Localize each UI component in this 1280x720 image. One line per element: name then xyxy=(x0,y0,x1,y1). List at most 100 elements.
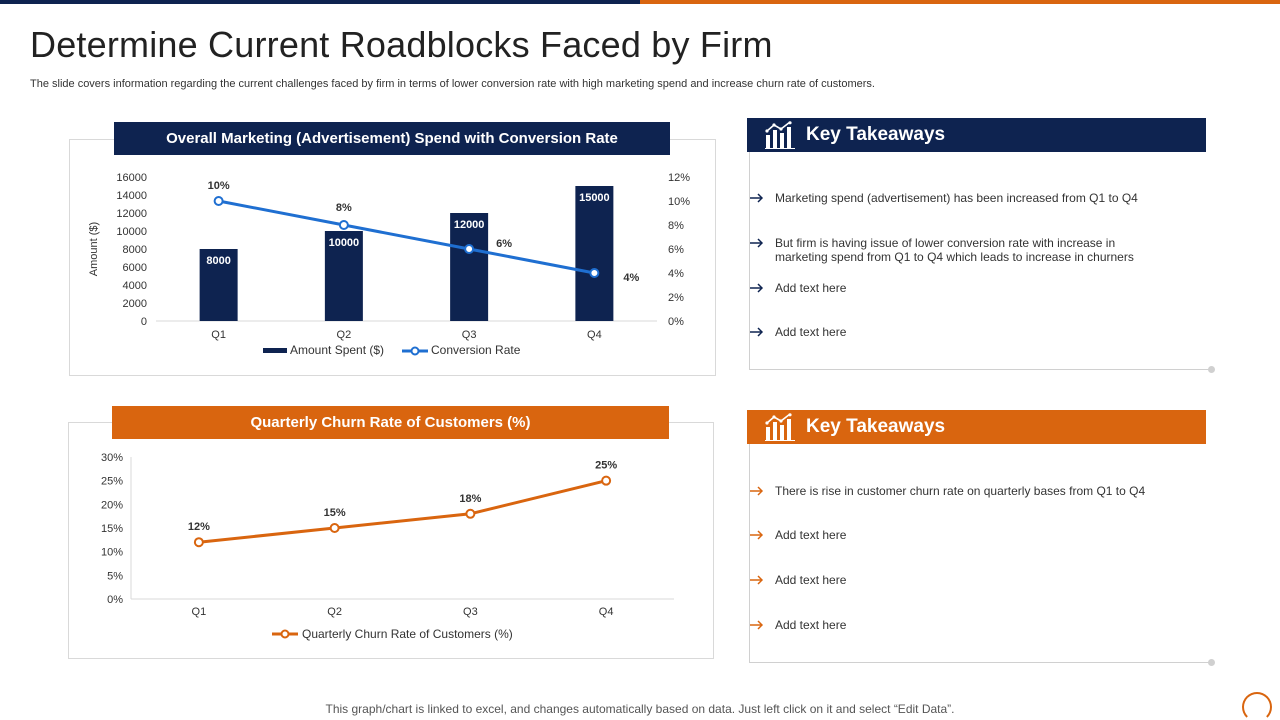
x-tick-label: Q2 xyxy=(327,606,342,618)
y-tick-label: 10% xyxy=(101,547,123,559)
line-data-label: 15% xyxy=(324,507,346,519)
line-data-label: 6% xyxy=(496,238,512,250)
churn-rate-point xyxy=(601,475,612,486)
chevron-right-icon xyxy=(750,486,764,496)
legend-label-conversion: Conversion Rate xyxy=(431,343,521,357)
legend-marker-churn xyxy=(280,629,290,639)
takeaway-text: Add text here xyxy=(775,618,847,632)
y-tick-label: 14000 xyxy=(116,190,147,202)
conversion-rate-point xyxy=(589,268,600,278)
top-accent-bar-navy xyxy=(0,0,640,4)
x-tick-label: Q2 xyxy=(337,329,352,341)
legend-label-churn: Quarterly Churn Rate of Customers (%) xyxy=(302,627,513,641)
x-tick-label: Q1 xyxy=(192,606,207,618)
bar-data-label: 15000 xyxy=(579,192,610,204)
line-data-label: 4% xyxy=(623,272,639,284)
bar-amount-spent xyxy=(324,231,363,321)
y2-tick-label: 6% xyxy=(668,244,684,256)
chevron-right-icon xyxy=(750,327,764,337)
churn-rate-point xyxy=(465,508,476,519)
y-tick-label: 2000 xyxy=(123,298,147,310)
y-tick-label: 5% xyxy=(107,570,123,582)
line-data-label: 12% xyxy=(188,521,210,533)
bar-chart-icon xyxy=(765,413,795,441)
corner-logo-icon xyxy=(1242,692,1272,720)
bar-amount-spent xyxy=(450,213,489,321)
chevron-right-icon xyxy=(750,283,764,293)
churn-rate-chart-frame[interactable] xyxy=(68,422,714,659)
takeaway-text: Add text here xyxy=(775,573,847,587)
page-title: Determine Current Roadblocks Faced by Fi… xyxy=(30,24,773,65)
line-data-label: 8% xyxy=(336,202,352,214)
takeaway-text: But firm is having issue of lower conver… xyxy=(775,236,1134,264)
conversion-rate-point xyxy=(464,244,475,254)
churn-rate-chart[interactable]: 0% 5% 10% 15% 20% 25% 30% 12% 15% 18% 25% Q1 Q2 Q3 Q4 Q… xyxy=(68,444,714,656)
footer-note: This graph/chart is linked to excel, and… xyxy=(325,702,955,716)
x-tick-label: Q4 xyxy=(599,606,614,618)
x-tick-label: Q3 xyxy=(462,329,477,341)
y-tick-label: 8000 xyxy=(123,244,147,256)
key-takeaways-header-2: Key Takeaways xyxy=(747,410,1206,444)
takeaway-text: Marketing spend (advertisement) has been… xyxy=(775,191,1138,205)
bar-chart-icon xyxy=(765,121,795,149)
key-takeaways-header-1: Key Takeaways xyxy=(747,118,1206,152)
y-tick-label: 0% xyxy=(107,594,123,606)
chevron-right-icon xyxy=(750,238,764,248)
key-takeaways-title-2: Key Takeaways xyxy=(806,416,946,437)
chevron-right-icon xyxy=(750,193,764,203)
line-data-label: 10% xyxy=(208,180,230,192)
bar-amount-spent xyxy=(199,249,238,321)
y-tick-label: 0 xyxy=(141,316,147,328)
x-tick-label: Q3 xyxy=(463,606,478,618)
top-accent-bar-orange xyxy=(640,0,1280,4)
y-tick-label: 15% xyxy=(101,523,123,535)
y-tick-label: 25% xyxy=(101,476,123,488)
y2-tick-label: 0% xyxy=(668,316,684,328)
churn-rate-point xyxy=(193,537,204,548)
bar-data-label: 12000 xyxy=(454,219,485,231)
takeaway-text: There is rise in customer churn rate on … xyxy=(775,484,1146,498)
y-tick-label: 16000 xyxy=(116,172,147,184)
chevron-right-icon xyxy=(750,530,764,540)
y2-tick-label: 12% xyxy=(668,172,690,184)
y2-tick-label: 2% xyxy=(668,292,684,304)
bar-data-label: 8000 xyxy=(206,255,230,267)
key-takeaways-panel-2: There is rise in customer churn rate on … xyxy=(749,444,1215,666)
panel-end-dot xyxy=(1208,366,1215,373)
line-data-label: 18% xyxy=(459,493,481,505)
page-subtitle: The slide covers information regarding t… xyxy=(30,78,875,90)
takeaway-text: Add text here xyxy=(775,528,847,542)
key-takeaways-panel-1: Marketing spend (advertisement) has been… xyxy=(749,152,1215,373)
churn-rate-line xyxy=(198,479,607,544)
y-tick-label: 30% xyxy=(101,452,123,464)
y-tick-label: 6000 xyxy=(123,262,147,274)
conversion-rate-line xyxy=(218,199,595,275)
y2-tick-label: 8% xyxy=(668,220,684,232)
takeaway-text: Add text here xyxy=(775,325,847,339)
y-tick-label: 12000 xyxy=(116,208,147,220)
takeaway-text: Add text here xyxy=(775,281,847,295)
y-axis-label: Amount ($) xyxy=(88,222,100,276)
panel-end-dot xyxy=(1208,659,1215,666)
chevron-right-icon xyxy=(750,575,764,585)
chevron-right-icon xyxy=(750,620,764,630)
bar-amount-spent xyxy=(575,186,614,321)
y-tick-label: 20% xyxy=(101,499,123,511)
conversion-rate-point xyxy=(213,196,224,206)
bar-data-label: 10000 xyxy=(329,237,360,249)
marketing-spend-chart[interactable]: 0 2000 4000 6000 8000 10000 12000 14000 16000 0% 2… xyxy=(69,160,716,374)
conversion-rate-point xyxy=(338,220,349,230)
y-tick-label: 10000 xyxy=(116,226,147,238)
line-data-label: 25% xyxy=(595,460,617,472)
churn-rate-point xyxy=(329,523,340,533)
y2-tick-label: 4% xyxy=(668,268,684,280)
legend-label-amount: Amount Spent ($) xyxy=(290,343,384,357)
marketing-spend-chart-title: Overall Marketing (Advertisement) Spend … xyxy=(114,122,670,155)
legend-marker-conversion xyxy=(410,346,420,356)
x-tick-label: Q1 xyxy=(211,329,226,341)
y-tick-label: 4000 xyxy=(123,280,147,292)
legend-swatch-amount xyxy=(263,348,287,353)
key-takeaways-title-1: Key Takeaways xyxy=(806,124,946,145)
x-tick-label: Q4 xyxy=(587,329,602,341)
churn-rate-chart-title: Quarterly Churn Rate of Customers (%) xyxy=(112,406,669,439)
